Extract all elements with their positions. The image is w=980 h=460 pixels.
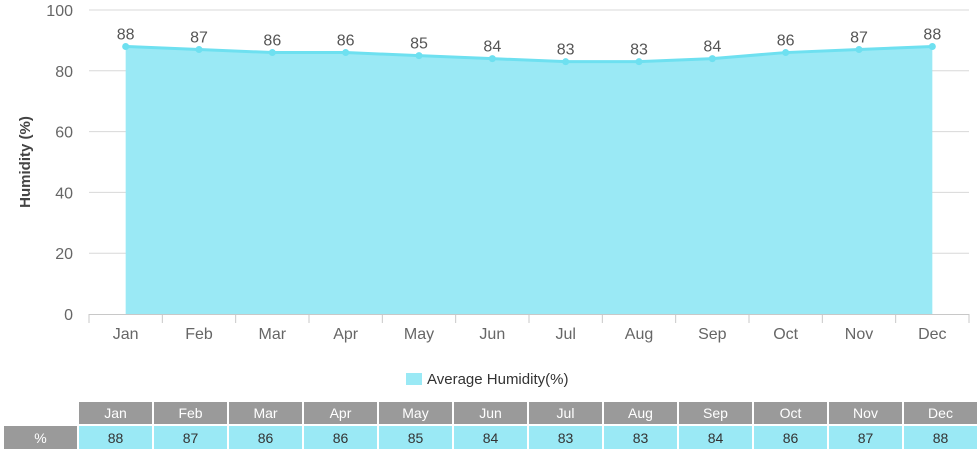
- data-label-oct: 86: [777, 33, 795, 50]
- table-header-nov: Nov: [829, 402, 902, 424]
- data-point-may[interactable]: [415, 52, 423, 60]
- table-header-sep: Sep: [679, 402, 752, 424]
- x-tick-label-sep: Sep: [698, 326, 727, 343]
- data-label-jun: 84: [483, 39, 501, 56]
- x-tick-label-apr: Apr: [333, 326, 359, 343]
- table-header-feb: Feb: [154, 402, 227, 424]
- y-tick-label: 80: [55, 64, 73, 81]
- data-label-aug: 83: [630, 42, 648, 59]
- table-value-nov: 87: [829, 424, 902, 449]
- table-value-feb: 87: [154, 424, 227, 449]
- table-value-jul: 83: [529, 424, 602, 449]
- y-tick-label: 20: [55, 246, 73, 263]
- table-value-sep: 84: [679, 424, 752, 449]
- data-point-dec[interactable]: [928, 42, 936, 50]
- table-header-jul: Jul: [529, 402, 602, 424]
- data-label-sep: 84: [703, 39, 721, 56]
- x-tick-label-mar: Mar: [259, 326, 287, 343]
- table-value-jan: 88: [79, 424, 152, 449]
- data-label-mar: 86: [263, 33, 281, 50]
- y-axis-title: Humidity (%): [17, 116, 34, 208]
- y-tick-label: 60: [55, 125, 73, 142]
- table-header-oct: Oct: [754, 402, 827, 424]
- table-header-mar: Mar: [229, 402, 302, 424]
- table-value-aug: 83: [604, 424, 677, 449]
- table-value-apr: 86: [304, 424, 377, 449]
- x-tick-label-jan: Jan: [113, 326, 139, 343]
- table-header-jun: Jun: [454, 402, 527, 424]
- legend-swatch: [406, 373, 422, 385]
- data-label-jan: 88: [117, 26, 135, 43]
- table-value-oct: 86: [754, 424, 827, 449]
- data-label-apr: 86: [337, 33, 355, 50]
- data-label-jul: 83: [557, 42, 575, 59]
- data-table: Jan Feb Mar Apr May Jun Jul Aug Sep Oct Nov Dec % 88…: [2, 402, 979, 449]
- data-label-may: 85: [410, 36, 428, 53]
- legend[interactable]: Average Humidity(%): [406, 369, 568, 389]
- x-tick-label-aug: Aug: [625, 326, 653, 343]
- table-value-dec: 88: [904, 424, 977, 449]
- data-label-nov: 87: [850, 30, 868, 47]
- table-header-row: Jan Feb Mar Apr May Jun Jul Aug Sep Oct Nov Dec: [4, 402, 977, 424]
- table-value-mar: 86: [229, 424, 302, 449]
- humidity-area-chart: 0 20 40 60 80 100 88 87 86 86 85 84 83 83 84 86 87 88 Ja…: [17, 3, 970, 343]
- table-row-label: %: [4, 424, 77, 449]
- data-points: [122, 42, 936, 66]
- data-point-feb[interactable]: [195, 46, 203, 54]
- table-header-aug: Aug: [604, 402, 677, 424]
- data-point-mar[interactable]: [268, 49, 276, 57]
- humidity-line: [125, 44, 933, 64]
- legend-label: Average Humidity(%): [427, 370, 569, 388]
- data-labels: 88 87 86 86 85 84 83 83 84 86 87 88: [117, 26, 942, 58]
- table-header-apr: Apr: [304, 402, 377, 424]
- data-point-aug[interactable]: [635, 58, 643, 66]
- table-value-jun: 84: [454, 424, 527, 449]
- data-point-jan[interactable]: [122, 42, 130, 50]
- table-value-row: % 88 87 86 86 85 84 83 83 84 86 87 88: [4, 424, 977, 449]
- y-tick-label: 100: [46, 3, 73, 20]
- data-point-jul[interactable]: [562, 58, 570, 66]
- x-tick-label-oct: Oct: [773, 326, 798, 343]
- x-tick-label-jun: Jun: [479, 326, 505, 343]
- x-axis-ticks: Jan Feb Mar Apr May Jun Jul Aug Sep Oct Nov Dec: [88, 314, 970, 343]
- data-point-nov[interactable]: [855, 46, 863, 54]
- data-point-oct[interactable]: [782, 49, 790, 57]
- x-tick-label-may: May: [404, 326, 434, 343]
- data-label-feb: 87: [190, 30, 208, 47]
- table-value-may: 85: [379, 424, 452, 449]
- y-tick-label: 0: [64, 307, 73, 324]
- humidity-area: [125, 46, 933, 314]
- x-tick-label-nov: Nov: [845, 326, 873, 343]
- y-tick-label: 40: [55, 185, 73, 202]
- x-tick-label-jul: Jul: [555, 326, 575, 343]
- x-tick-label-feb: Feb: [185, 326, 213, 343]
- data-label-dec: 88: [923, 26, 941, 43]
- data-point-apr[interactable]: [342, 49, 350, 57]
- table-header-may: May: [379, 402, 452, 424]
- table-header-jan: Jan: [79, 402, 152, 424]
- data-point-jun[interactable]: [488, 55, 496, 63]
- data-point-sep[interactable]: [708, 55, 716, 63]
- y-axis-ticks: 0 20 40 60 80 100: [46, 3, 73, 324]
- x-tick-label-dec: Dec: [918, 326, 946, 343]
- table-header-dec: Dec: [904, 402, 977, 424]
- table-corner: [4, 402, 77, 424]
